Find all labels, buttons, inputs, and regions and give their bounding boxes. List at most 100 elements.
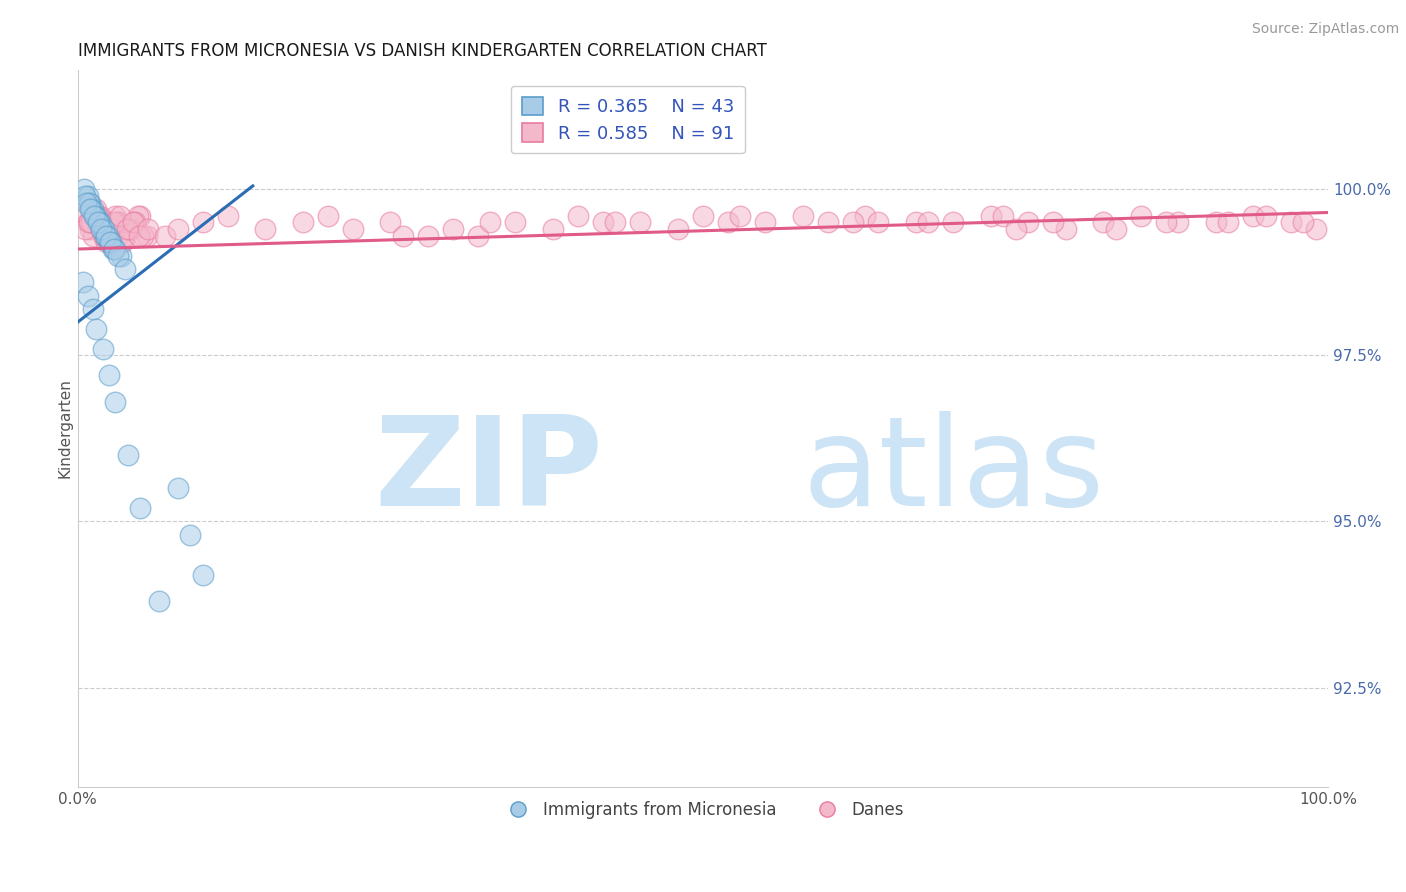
Point (855, 209, 877, 223)
Point (118, 222, 141, 236)
Point (129, 209, 152, 223)
Point (93, 222, 115, 236)
Point (217, 209, 239, 223)
Point (942, 215, 965, 229)
Point (866, 215, 889, 229)
Point (93, 228, 115, 243)
Point (80, 215, 103, 229)
Point (114, 262, 136, 277)
Point (84, 209, 107, 223)
Y-axis label: Kindergarten: Kindergarten (58, 378, 72, 478)
Point (121, 222, 143, 236)
Point (155, 228, 177, 243)
Point (692, 209, 714, 223)
Point (98, 222, 121, 236)
Point (98, 368, 121, 383)
Point (136, 222, 159, 236)
Point (82, 228, 104, 243)
Point (191, 567, 214, 582)
Point (76, 189, 98, 203)
Point (79, 202, 101, 216)
Point (717, 215, 740, 229)
Point (441, 222, 464, 236)
Point (917, 215, 939, 229)
Point (104, 242, 127, 256)
Point (730, 209, 752, 223)
Point (1279, 215, 1302, 229)
Point (101, 222, 124, 236)
Point (1292, 215, 1315, 229)
Point (380, 215, 402, 229)
Point (90, 222, 112, 236)
Point (121, 215, 143, 229)
Point (103, 242, 125, 256)
Point (97, 228, 120, 243)
Point (107, 249, 129, 263)
Point (291, 215, 314, 229)
Point (110, 249, 132, 263)
Point (991, 209, 1014, 223)
Point (91, 228, 114, 243)
Point (628, 215, 651, 229)
Point (105, 215, 128, 229)
Point (128, 228, 150, 243)
Point (166, 481, 188, 495)
Point (72, 275, 94, 289)
Point (114, 228, 136, 243)
Point (76, 195, 98, 210)
Text: Source: ZipAtlas.com: Source: ZipAtlas.com (1251, 22, 1399, 37)
Point (90, 222, 112, 236)
Point (904, 215, 927, 229)
Point (98, 215, 121, 229)
Point (96, 228, 118, 243)
Point (86, 209, 108, 223)
Point (122, 215, 145, 229)
Point (392, 228, 415, 243)
Point (101, 242, 124, 256)
Point (179, 527, 201, 541)
Point (467, 228, 489, 243)
Point (592, 215, 614, 229)
Point (94, 228, 117, 243)
Point (1305, 222, 1327, 236)
Point (86, 202, 108, 216)
Point (75, 189, 97, 203)
Point (129, 501, 152, 516)
Point (82, 301, 104, 316)
Point (96, 235, 118, 250)
Point (792, 209, 814, 223)
Point (86, 322, 108, 336)
Point (83, 209, 105, 223)
Text: IMMIGRANTS FROM MICRONESIA VS DANISH KINDERGARTEN CORRELATION CHART: IMMIGRANTS FROM MICRONESIA VS DANISH KIN… (77, 42, 766, 60)
Point (76, 288, 98, 302)
Point (80, 202, 103, 216)
Point (132, 228, 155, 243)
Text: ZIP: ZIP (374, 411, 603, 532)
Point (842, 215, 865, 229)
Point (110, 235, 132, 250)
Point (980, 209, 1002, 223)
Point (1042, 215, 1064, 229)
Point (567, 209, 589, 223)
Point (342, 222, 364, 236)
Point (82, 202, 104, 216)
Point (316, 209, 339, 223)
Point (166, 222, 188, 236)
Point (91, 342, 114, 356)
Point (1092, 215, 1115, 229)
Point (541, 222, 564, 236)
Point (1254, 209, 1277, 223)
Point (754, 215, 776, 229)
Point (666, 222, 689, 236)
Point (79, 222, 101, 236)
Point (79, 195, 101, 210)
Point (98, 235, 121, 250)
Point (108, 215, 131, 229)
Point (1054, 222, 1077, 236)
Point (76, 215, 98, 229)
Point (98, 235, 121, 250)
Point (91, 222, 114, 236)
Legend: Immigrants from Micronesia, Danes: Immigrants from Micronesia, Danes (495, 794, 911, 825)
Point (87, 215, 110, 229)
Point (73, 209, 96, 223)
